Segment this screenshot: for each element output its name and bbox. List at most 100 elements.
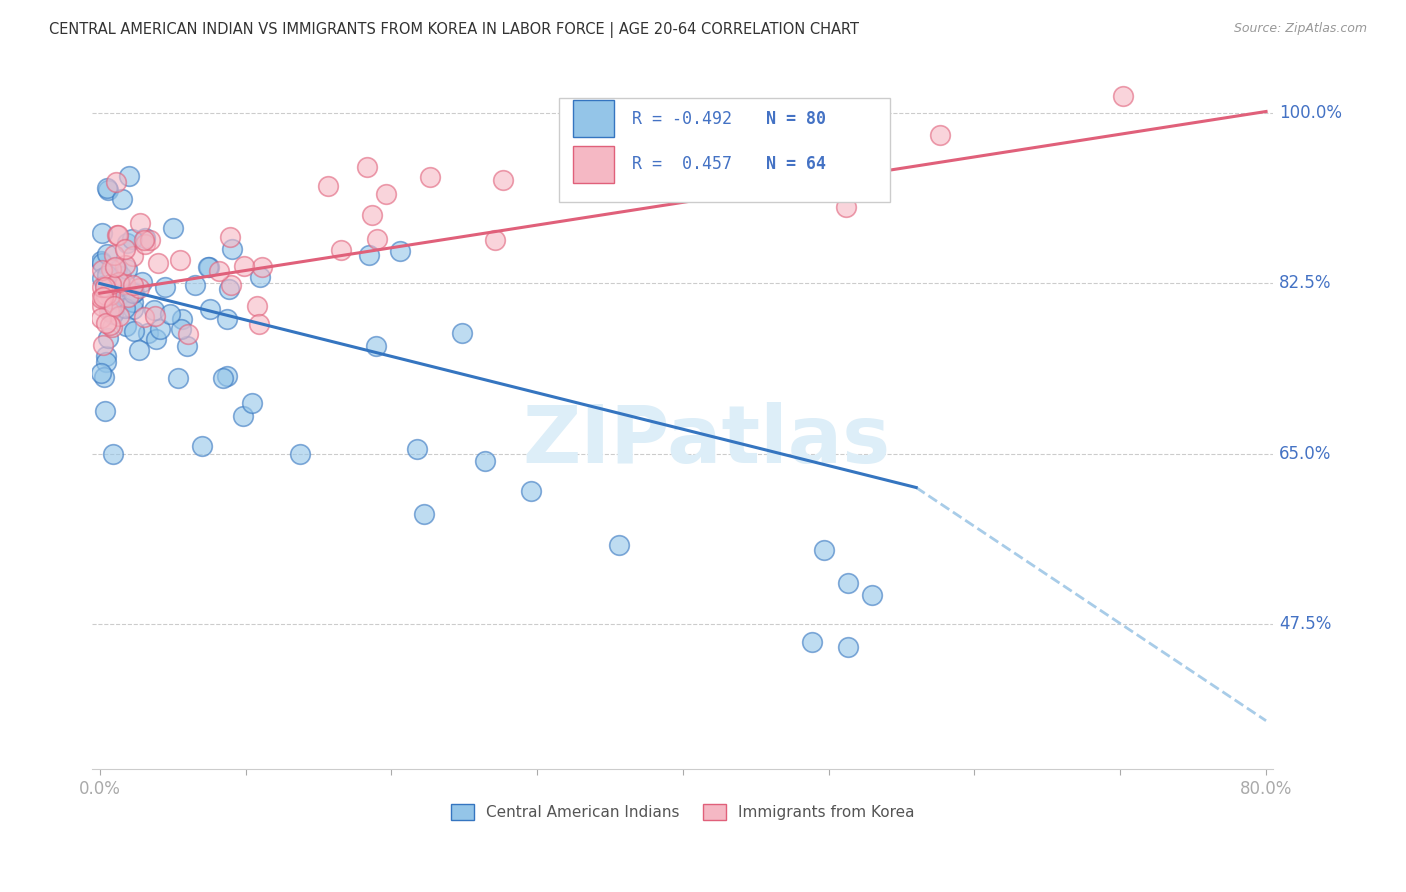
Point (90, 367, 112, 381)
FancyBboxPatch shape (560, 98, 890, 202)
Point (90, 256, 112, 270)
Point (837, 576, 859, 591)
Point (91, 279, 114, 293)
Point (143, 303, 166, 318)
Point (94, 316, 117, 330)
Point (105, 227, 128, 242)
Point (94, 279, 117, 293)
Point (98, 288, 121, 302)
Text: 100.0%: 100.0% (1279, 104, 1343, 122)
Point (162, 220, 184, 235)
Point (132, 233, 155, 247)
Point (105, 262, 128, 277)
Point (101, 307, 124, 321)
Point (105, 175, 128, 189)
Point (217, 312, 239, 326)
Point (103, 248, 125, 262)
Point (90, 299, 112, 313)
Point (122, 324, 145, 338)
Point (101, 447, 124, 461)
Point (219, 277, 242, 292)
Point (484, 233, 506, 247)
Point (1112, 89, 1135, 103)
Point (93, 278, 115, 293)
Point (145, 332, 167, 346)
Point (122, 285, 145, 299)
Point (249, 269, 271, 284)
Point (169, 253, 191, 268)
Point (170, 311, 193, 326)
Point (361, 208, 384, 222)
Point (97, 183, 120, 197)
Point (221, 242, 243, 256)
Point (107, 310, 129, 324)
Point (198, 260, 221, 274)
Point (122, 301, 145, 316)
Point (232, 409, 254, 423)
Point (94, 354, 117, 368)
Point (419, 170, 441, 185)
Point (91, 226, 114, 240)
Point (607, 538, 630, 552)
Point (928, 128, 950, 142)
Point (170, 322, 193, 336)
Point (96, 282, 118, 296)
Point (98, 318, 121, 333)
Point (576, 172, 599, 186)
Point (94, 288, 117, 302)
Point (245, 299, 267, 313)
Point (96, 247, 118, 261)
Point (149, 322, 172, 336)
Point (146, 255, 169, 269)
Point (218, 282, 240, 296)
Point (93, 290, 115, 304)
Point (290, 447, 312, 461)
Point (115, 318, 138, 333)
Point (96, 268, 118, 283)
Point (122, 286, 145, 301)
Point (134, 236, 156, 251)
Point (837, 640, 859, 654)
Point (93, 370, 115, 384)
Point (111, 192, 134, 206)
Point (114, 301, 136, 316)
Point (492, 172, 515, 186)
FancyBboxPatch shape (574, 100, 614, 137)
Point (104, 260, 127, 274)
Point (122, 278, 145, 293)
Point (90, 254, 112, 268)
Text: 47.5%: 47.5% (1279, 615, 1331, 632)
Point (97, 304, 120, 318)
Point (208, 264, 231, 278)
Point (100, 302, 122, 317)
Text: 65.0%: 65.0% (1279, 444, 1331, 463)
Point (101, 295, 124, 310)
Point (166, 371, 188, 385)
Point (96, 180, 118, 194)
Point (108, 275, 131, 289)
Point (100, 277, 122, 292)
Point (128, 281, 150, 295)
Point (375, 186, 398, 201)
Point (217, 369, 239, 384)
Point (103, 292, 125, 306)
Point (94, 349, 117, 363)
Point (134, 310, 156, 324)
Point (519, 484, 541, 499)
Point (93, 290, 115, 304)
Point (198, 302, 221, 317)
Point (90, 291, 112, 305)
Point (117, 290, 139, 304)
Point (366, 232, 388, 246)
Point (249, 317, 271, 331)
Point (90, 311, 112, 326)
Point (356, 160, 378, 174)
Point (316, 179, 339, 194)
Point (115, 261, 138, 276)
Point (105, 260, 128, 275)
Point (801, 634, 824, 648)
Point (107, 227, 129, 242)
Text: R = -0.492: R = -0.492 (633, 110, 733, 128)
Point (129, 216, 152, 230)
Point (128, 343, 150, 358)
